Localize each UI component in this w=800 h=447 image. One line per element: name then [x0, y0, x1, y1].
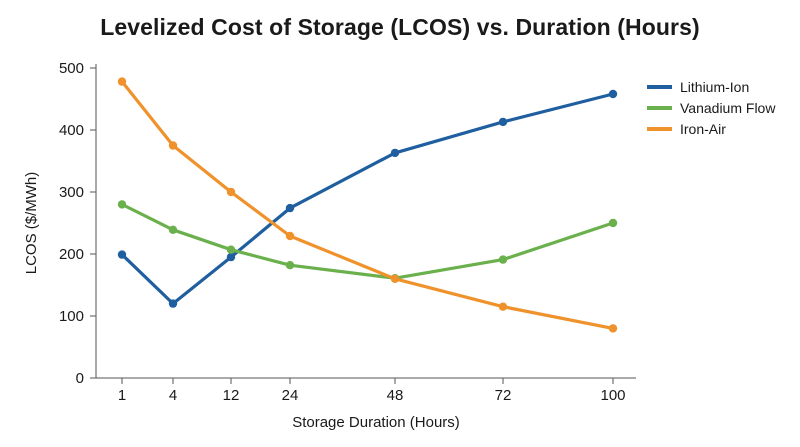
data-point: [285, 261, 295, 270]
x-axis-title: Storage Duration (Hours): [292, 414, 460, 431]
data-point: [608, 218, 618, 228]
x-tick-label: 1: [118, 387, 126, 404]
y-tick-label: 500: [59, 60, 84, 77]
y-ticks: 0 100 200 300 400 500: [59, 60, 96, 387]
data-point: [168, 299, 178, 308]
chart-title: Levelized Cost of Storage (LCOS) vs. Dur…: [100, 14, 700, 40]
x-tick-label: 48: [387, 387, 404, 404]
x-tick-label: 24: [282, 387, 299, 404]
series-iron-air: [117, 77, 618, 333]
y-tick-label: 300: [59, 184, 84, 201]
data-point: [498, 255, 508, 264]
data-point: [390, 274, 400, 283]
data-point: [226, 187, 236, 197]
series-line: [120, 92, 615, 306]
series-vanadium-flow: [117, 200, 618, 283]
legend: Lithium-Ion Vanadium Flow Iron-Air: [647, 79, 776, 137]
x-tick-label: 4: [169, 387, 177, 404]
series: [117, 77, 618, 333]
data-point: [117, 77, 127, 86]
legend-item: Iron-Air: [647, 121, 726, 137]
legend-label: Lithium-Ion: [680, 79, 749, 95]
x-tick-label: 12: [223, 387, 240, 404]
x-ticks: 1 4 12 24 48 72 100: [118, 378, 626, 404]
axes: [95, 64, 636, 379]
x-tick-label: 100: [600, 387, 625, 404]
y-tick-label: 400: [59, 122, 84, 139]
y-tick-label: 0: [76, 370, 84, 387]
data-point: [117, 200, 127, 209]
data-point: [226, 252, 236, 262]
x-tick-label: 72: [495, 387, 512, 404]
data-point: [608, 324, 618, 333]
data-point: [168, 225, 178, 234]
data-point: [168, 141, 178, 150]
series-line: [120, 79, 615, 330]
legend-item: Lithium-Ion: [647, 79, 749, 95]
data-point: [285, 231, 295, 241]
legend-item: Vanadium Flow: [647, 100, 776, 116]
legend-label: Vanadium Flow: [680, 100, 776, 116]
y-axis-title: LCOS ($/MWh): [23, 172, 40, 275]
data-point: [608, 89, 618, 99]
data-point: [390, 148, 400, 158]
data-point: [226, 245, 236, 254]
data-point: [498, 302, 508, 311]
data-point: [285, 203, 295, 213]
y-tick-label: 200: [59, 246, 84, 263]
data-point: [498, 117, 508, 127]
data-point: [117, 250, 127, 259]
legend-label: Iron-Air: [680, 121, 726, 137]
y-tick-label: 100: [59, 308, 84, 325]
series-lithium-ion: [117, 89, 618, 308]
